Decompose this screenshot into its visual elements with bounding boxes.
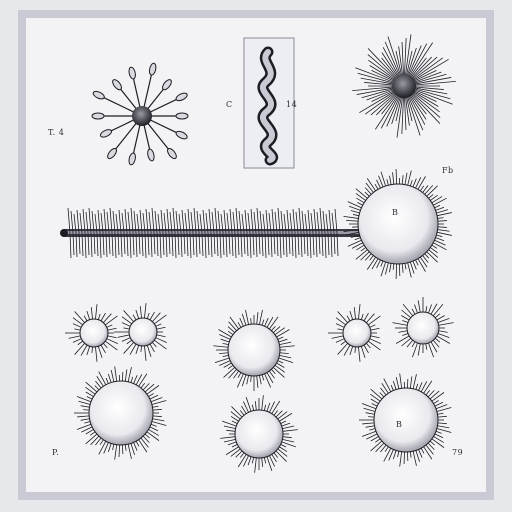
label-large-cell: B <box>392 208 399 217</box>
bristled-rod-specimen <box>60 207 362 259</box>
spiny-sphere-organism <box>352 34 456 138</box>
label-lower-left: P. <box>52 448 60 457</box>
label-right-middle: Fb <box>442 166 454 175</box>
label-top-left: T. 4 <box>48 128 65 137</box>
label-lower-right-cell: B <box>396 420 403 429</box>
stalked-radiating-organism <box>91 62 189 166</box>
label-lower-right: 79 <box>452 448 464 457</box>
label-top-middle-left: C <box>226 100 233 109</box>
segmented-worm-specimen <box>243 37 295 169</box>
label-top-middle-right: 14 <box>286 100 298 109</box>
ciliated-cell-group <box>65 297 454 473</box>
large-ciliated-cell <box>343 169 452 279</box>
